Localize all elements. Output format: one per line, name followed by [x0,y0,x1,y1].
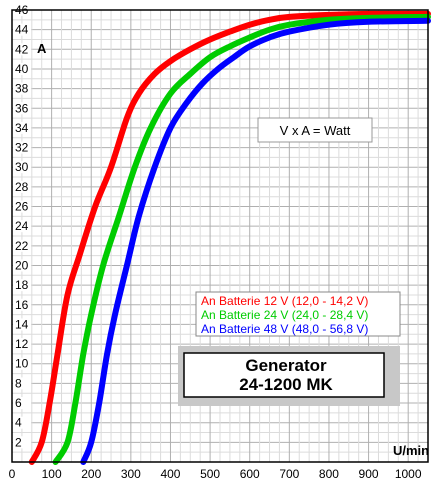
y-tick-bg [13,298,31,311]
y-tick-label: 26 [15,200,29,214]
y-tick-label: 2 [15,435,22,449]
y-tick-label: 24 [15,219,29,233]
y-tick-label: 10 [15,357,29,371]
x-tick-label: 700 [279,467,299,481]
y-tick-bg [13,416,31,429]
y-tick-label: 32 [15,141,29,155]
y-tick-label: 38 [15,82,29,96]
y-tick-bg [13,397,31,410]
chart-title-line2: 24-1200 MK [239,375,333,394]
legend-entry-24v: An Batterie 24 V (24,0 - 28,4 V) [201,308,368,322]
y-axis-label: A [37,41,47,56]
y-tick-bg [13,239,31,252]
y-tick-labels: 2468101214161820222426283032343638404244… [13,3,31,449]
y-tick-bg [13,357,31,370]
y-tick-bg [13,161,31,174]
annotation-text: V x A = Watt [280,123,351,138]
x-tick-label: 1000 [395,467,422,481]
y-tick-bg [13,377,31,390]
y-tick-bg [13,62,31,75]
y-tick-bg [13,102,31,115]
y-tick-label: 22 [15,239,29,253]
y-tick-bg [13,141,31,154]
y-tick-label: 6 [15,396,22,410]
plot-frame [11,9,429,463]
y-tick-label: 16 [15,298,29,312]
series-lines [28,10,431,465]
x-tick-label: 100 [42,467,62,481]
x-tick-label: 800 [319,467,339,481]
x-tick-labels: 0 100 200 300 400 500 600 700 800 900 1000 [9,467,422,481]
y-tick-bg [13,436,31,449]
y-tick-label: 34 [15,121,29,135]
series-line-2 [80,17,431,465]
y-tick-bg [13,318,31,331]
y-tick-bg [13,279,31,292]
y-tick-label: 36 [15,101,29,115]
legend-entry-48v: An Batterie 48 V (48,0 - 56,8 V) [201,322,368,336]
y-tick-bg [13,121,31,134]
chart-title-line1: Generator [245,356,327,375]
x-tick-label: 600 [240,467,260,481]
x-axis-label: U/min [393,443,429,458]
legend: An Batterie 12 V (12,0 - 14,2 V) An Batt… [195,291,401,337]
y-tick-bg [13,200,31,213]
y-tick-label: 20 [15,258,29,272]
x-tick-label: 0 [9,467,16,481]
y-tick-bg [13,180,31,193]
y-tick-bg [13,338,31,351]
y-tick-bg [13,23,31,36]
y-tick-bg [13,220,31,233]
x-tick-label: 300 [121,467,141,481]
series-line-0 [28,10,431,465]
y-tick-label: 42 [15,42,29,56]
annotation-box: V x A = Watt [257,117,373,143]
y-tick-label: 4 [15,416,22,430]
y-tick-label: 40 [15,62,29,76]
x-tick-label: 400 [160,467,180,481]
y-tick-bg [13,43,31,56]
x-tick-label: 900 [359,467,379,481]
y-tick-label: 44 [15,23,29,37]
y-tick-label: 12 [15,337,29,351]
y-tick-label: 30 [15,160,29,174]
legend-entry-12v: An Batterie 12 V (12,0 - 14,2 V) [201,294,368,308]
x-tick-label: 200 [81,467,101,481]
y-tick-label: 28 [15,180,29,194]
y-tick-label: 18 [15,278,29,292]
y-tick-bg [13,82,31,95]
x-tick-label: 500 [200,467,220,481]
y-tick-label: 14 [15,317,29,331]
y-tick-label: 8 [15,376,22,390]
y-tick-bg [13,259,31,272]
series-line-1 [52,13,431,465]
title-box: Generator 24-1200 MK [178,346,400,406]
